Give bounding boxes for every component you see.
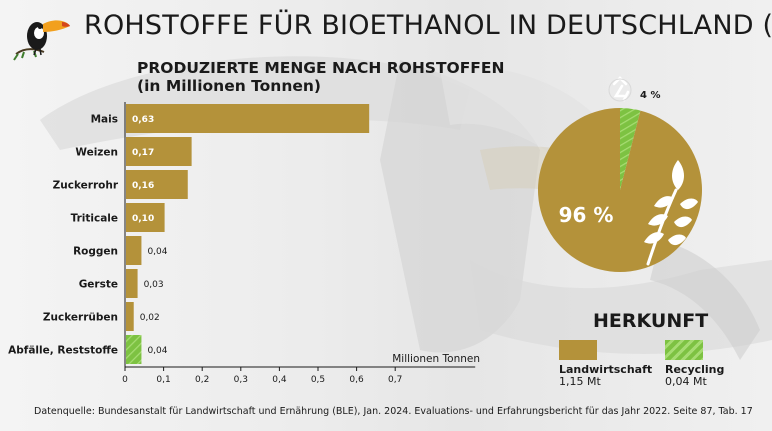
bar [126, 302, 134, 331]
bar [126, 203, 165, 232]
data-label: 0,04 [147, 346, 167, 356]
category-label: Zuckerrüben [43, 312, 118, 324]
data-label: 0,17 [132, 148, 154, 158]
bar [126, 236, 142, 265]
pie-label-recycling: 4 % [640, 90, 660, 101]
x-tick-label: 0,4 [272, 375, 287, 385]
bar [126, 335, 142, 364]
data-source-note: Datenquelle: Bundesanstalt für Landwirts… [34, 406, 753, 417]
category-label: Gerste [79, 279, 118, 291]
bar [126, 269, 138, 298]
x-tick-label: 0,1 [156, 375, 170, 385]
x-tick-label: 0,3 [234, 375, 248, 385]
legend-label-landwirtschaft: Landwirtschaft [559, 363, 653, 376]
data-label: 0,04 [147, 247, 167, 257]
recycle-icon [608, 76, 632, 102]
bar-chart-subtitle: (in Millionen Tonnen) [137, 77, 321, 95]
bar-chart-title: PRODUZIERTE MENGE NACH ROHSTOFFEN [137, 59, 505, 77]
toucan-logo [13, 20, 70, 61]
data-label: 0,63 [132, 115, 154, 125]
legend-value-landwirtschaft: 1,15 Mt [559, 375, 601, 388]
x-tick-label: 0,5 [311, 375, 325, 385]
page-title: ROHSTOFFE FÜR BIOETHANOL IN DEUTSCHLAND … [84, 10, 772, 41]
pie-chart-title: HERKUNFT [593, 310, 709, 332]
legend-swatch-landwirtschaft [559, 340, 597, 360]
legend-label-recycling: Recycling [665, 363, 725, 376]
x-axis-label: Millionen Tonnen [392, 353, 480, 365]
data-label: 0,16 [132, 181, 154, 191]
x-tick-label: 0,7 [388, 375, 402, 385]
pie-label-landwirtschaft: 96 % [559, 203, 614, 227]
category-label: Roggen [73, 246, 118, 258]
wheat-icon [644, 160, 698, 266]
category-label: Abfälle, Reststoffe [8, 345, 118, 357]
x-tick-label: 0 [122, 375, 128, 385]
data-label: 0,03 [144, 280, 164, 290]
legend-value-recycling: 0,04 Mt [665, 375, 707, 388]
category-label: Mais [91, 114, 118, 126]
category-label: Zuckerrohr [53, 180, 119, 192]
category-label: Triticale [71, 213, 118, 225]
category-label: Weizen [75, 147, 118, 159]
bar [126, 137, 192, 166]
bar [126, 104, 370, 133]
legend-swatch-recycling [665, 340, 703, 360]
data-label: 0,10 [132, 214, 154, 224]
x-tick-label: 0,2 [195, 375, 209, 385]
x-tick-label: 0,6 [349, 375, 364, 385]
bar [126, 170, 188, 199]
data-label: 0,02 [140, 313, 160, 323]
pie-slice-recycling [619, 107, 641, 190]
